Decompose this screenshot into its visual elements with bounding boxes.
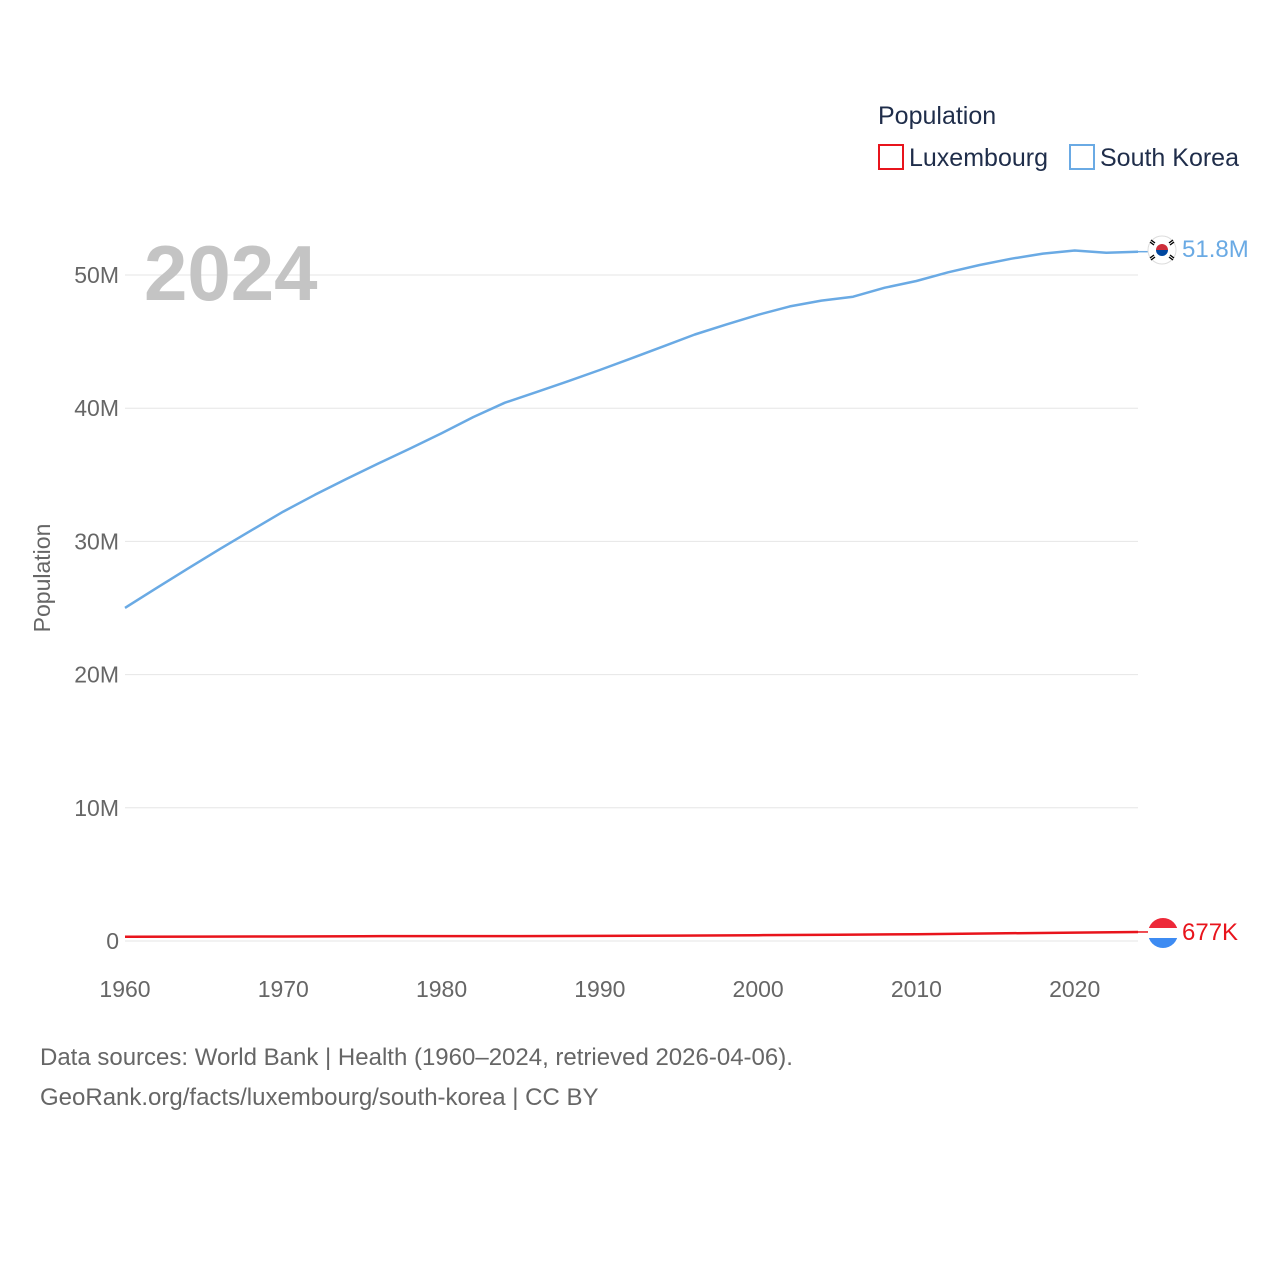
y-tick-label: 10M <box>74 795 119 821</box>
luxembourg-flag-icon <box>1148 918 1178 948</box>
x-axis-ticks: 1960 1970 1980 1990 2000 2010 2020 <box>99 976 1100 1002</box>
series-line-south-korea[interactable] <box>124 249 1139 609</box>
y-tick-label: 20M <box>74 662 119 688</box>
south-korea-flag-icon <box>1147 235 1177 265</box>
y-axis-ticks: 0 10M 20M 30M 40M 50M <box>74 262 119 954</box>
legend-item-south-korea[interactable]: South Korea <box>1069 144 1239 172</box>
legend-title: Population <box>878 102 996 130</box>
series-line-luxembourg[interactable] <box>124 930 1139 939</box>
x-tick-label: 1990 <box>574 976 625 1002</box>
end-label-south-korea: 51.8M <box>1182 236 1249 263</box>
x-tick-label: 2020 <box>1049 976 1100 1002</box>
legend-swatch-luxembourg <box>878 144 904 170</box>
x-tick-label: 1980 <box>416 976 467 1002</box>
x-tick-label: 2000 <box>733 976 784 1002</box>
x-tick-label: 1960 <box>99 976 150 1002</box>
legend-item-luxembourg[interactable]: Luxembourg <box>878 144 1048 172</box>
grid-lines <box>125 274 1138 942</box>
y-axis-title: Population <box>29 524 55 633</box>
x-tick-label: 1970 <box>258 976 309 1002</box>
series-lines <box>124 249 1148 939</box>
attribution-link[interactable]: GeoRank.org/facts/luxembourg/south-korea… <box>40 1084 599 1111</box>
year-watermark: 2024 <box>144 229 318 317</box>
legend-label-luxembourg: Luxembourg <box>909 144 1048 172</box>
end-label-luxembourg: 677K <box>1182 919 1238 946</box>
legend-swatch-south-korea <box>1069 144 1095 170</box>
x-tick-label: 2010 <box>891 976 942 1002</box>
y-tick-label: 0 <box>106 928 119 954</box>
legend-label-south-korea: South Korea <box>1100 144 1239 172</box>
y-tick-label: 50M <box>74 262 119 288</box>
y-tick-label: 40M <box>74 395 119 421</box>
legend: Population Luxembourg South Korea <box>878 102 1239 172</box>
data-source-note: Data sources: World Bank | Health (1960–… <box>40 1044 793 1071</box>
y-tick-label: 30M <box>74 528 119 554</box>
